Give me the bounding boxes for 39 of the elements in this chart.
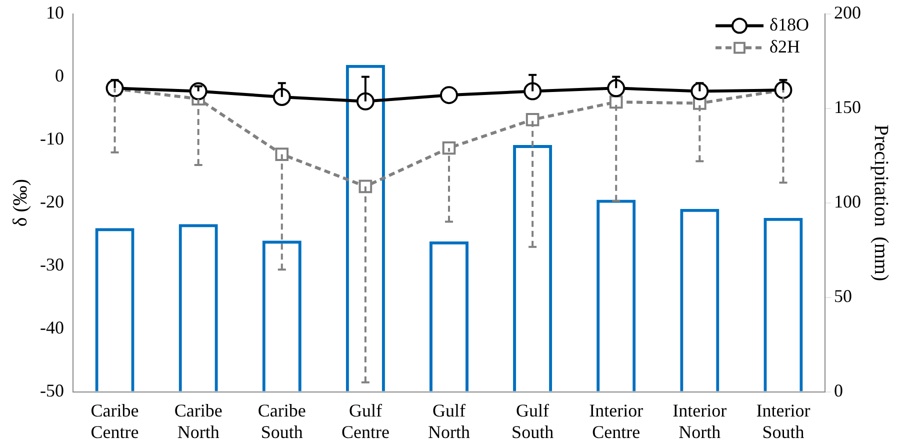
- point: [272, 88, 291, 106]
- x-tick-label: Interior Centre: [589, 400, 644, 442]
- y2-tick-label: 150: [834, 97, 861, 118]
- bar: [596, 200, 636, 392]
- x-tick-label: Gulf Centre: [341, 400, 390, 442]
- y-tick-label: 0: [54, 66, 64, 86]
- point: [442, 141, 456, 155]
- point: [607, 79, 626, 98]
- legend-label: δ2H: [770, 36, 800, 57]
- x-tick-label: Gulf South: [512, 400, 554, 442]
- point: [275, 148, 289, 161]
- y2-tick-label: 100: [834, 192, 861, 212]
- y2-tick-label: 50: [834, 286, 852, 306]
- point: [358, 180, 372, 194]
- y-axis-title: δ (‰): [9, 178, 32, 227]
- y2-tick-label: 0: [834, 380, 843, 401]
- y-tick-label: -30: [40, 254, 64, 275]
- x-tick-label: Interior North: [672, 400, 727, 442]
- x-tick-label: Gulf North: [428, 400, 470, 442]
- y-tick-label: -40: [40, 318, 64, 338]
- y-tick-label: 10: [46, 2, 64, 23]
- y2-tick-label: 200: [834, 2, 861, 23]
- y-tick-label: -10: [40, 128, 64, 149]
- x-tick-label: Caribe Centre: [90, 400, 139, 442]
- point: [356, 92, 374, 110]
- bar: [262, 240, 302, 392]
- legend-label: δ18O: [770, 14, 810, 35]
- point: [524, 82, 542, 100]
- point: [526, 112, 540, 126]
- point: [609, 95, 623, 109]
- point: [690, 82, 709, 100]
- x-tick-label: Caribe North: [174, 400, 222, 442]
- y2-axis-title: Precipitation (mm): [870, 124, 892, 282]
- point: [440, 86, 458, 104]
- x-tick-label: Caribe South: [258, 400, 306, 442]
- x-tick-label: Interior South: [756, 400, 810, 442]
- y-tick-label: -50: [40, 380, 64, 401]
- bar: [513, 144, 552, 392]
- y-tick-label: -20: [40, 192, 64, 212]
